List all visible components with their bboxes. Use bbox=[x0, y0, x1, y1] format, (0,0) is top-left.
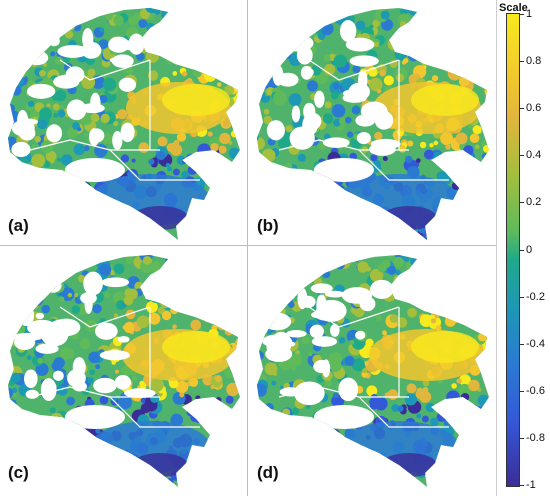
colorbar-tick bbox=[519, 14, 524, 15]
colorbar-gradient bbox=[506, 13, 520, 487]
colorbar-tick-label: 0.8 bbox=[526, 55, 542, 68]
map-d bbox=[257, 255, 489, 487]
panel-label-a: (a) bbox=[8, 216, 29, 235]
map-panel-grid: (a) (b) (c) (d) bbox=[0, 0, 496, 496]
map-panel-b: (b) bbox=[249, 0, 494, 244]
colorbar-tick bbox=[519, 61, 524, 63]
colorbar-title: Scale bbox=[499, 2, 528, 14]
colorbar-tick bbox=[519, 108, 524, 110]
colorbar-tick-label: -0.2 bbox=[526, 290, 545, 303]
colorbar-tick bbox=[519, 249, 524, 251]
colorbar-tick-label: 0.6 bbox=[526, 102, 542, 115]
map-panel-a: (a) bbox=[0, 0, 245, 244]
colorbar-legend: Scale 1 0.8 0.6 0.4 0.2 0 -0.2 -0.4 -0.6 -0.8 -1 bbox=[499, 0, 550, 496]
map-c bbox=[8, 255, 240, 487]
horizontal-divider bbox=[0, 245, 496, 246]
colorbar-tick-label: 0 bbox=[526, 243, 533, 256]
colorbar-tick bbox=[519, 296, 524, 298]
map-panel-c: (c) bbox=[0, 247, 245, 491]
colorbar-tick bbox=[519, 485, 524, 486]
panel-label-c: (c) bbox=[8, 463, 29, 482]
colorbar-tick-label: -1 bbox=[526, 479, 536, 491]
colorbar-tick bbox=[519, 155, 524, 157]
colorbar-tick bbox=[519, 202, 524, 204]
colorbar-tick-label: 0.2 bbox=[526, 196, 542, 209]
panel-right-border bbox=[496, 0, 497, 496]
colorbar-tick-label: 1 bbox=[526, 8, 533, 20]
colorbar-tick-label: -0.8 bbox=[526, 431, 545, 444]
colorbar-tick-label: -0.6 bbox=[526, 384, 545, 397]
map-a bbox=[8, 8, 240, 240]
colorbar-tick bbox=[519, 437, 524, 439]
panel-label-b: (b) bbox=[257, 216, 279, 235]
map-b bbox=[257, 8, 489, 240]
colorbar-tick bbox=[519, 343, 524, 345]
panel-label-d: (d) bbox=[257, 463, 279, 482]
colorbar-tick-label: -0.4 bbox=[526, 337, 545, 350]
vertical-divider bbox=[247, 0, 248, 496]
colorbar-tick bbox=[519, 390, 524, 392]
colorbar-tick-label: 0.4 bbox=[526, 149, 542, 162]
map-panel-d: (d) bbox=[249, 247, 494, 491]
